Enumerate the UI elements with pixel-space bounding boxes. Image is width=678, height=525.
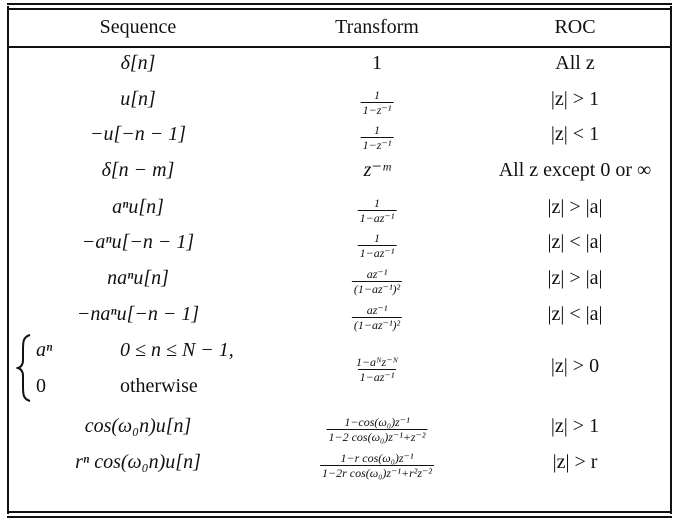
fraction: 1−cos(ω₀)z⁻¹ 1−2 cos(ω₀)z⁻¹+z⁻²: [326, 415, 428, 444]
denominator: 1−az⁻¹: [357, 369, 397, 384]
header-transform: Transform: [335, 16, 419, 38]
transform-cell: 1 1−az⁻¹: [357, 190, 397, 225]
sequence-cell: rⁿ cos(ω₀n)u[n]: [75, 451, 201, 473]
numerator: 1: [373, 196, 380, 210]
roc-cell: |z| > 0: [550, 355, 600, 377]
numerator: 1−aᴺz⁻ᴺ: [355, 355, 399, 369]
bottom-rule: [7, 516, 672, 518]
roc-cell: |z| > |a|: [547, 267, 603, 289]
transform-cell: 1−cos(ω₀)z⁻¹ 1−2 cos(ω₀)z⁻¹+z⁻²: [326, 409, 428, 444]
numerator: 1: [373, 231, 380, 245]
denominator: 1−az⁻¹: [357, 245, 397, 260]
roc-cell: |z| > r: [552, 451, 598, 473]
numerator: 1: [373, 88, 380, 102]
fraction: 1 1−z⁻¹: [360, 88, 394, 117]
denominator: 1−z⁻¹: [360, 137, 394, 152]
numerator: 1: [373, 123, 380, 137]
fraction: 1 1−az⁻¹: [357, 231, 397, 260]
table-frame: [7, 6, 672, 514]
transform-cell: az⁻¹ (1−az⁻¹)²: [351, 297, 403, 332]
transform-cell: 1 1−z⁻¹: [360, 82, 394, 117]
denominator: 1−2r cos(ω₀)z⁻¹+r²z⁻²: [320, 465, 434, 480]
header-roc: ROC: [554, 16, 596, 38]
numerator: 1−cos(ω₀)z⁻¹: [344, 415, 410, 429]
sequence-cell: δ[n − m]: [101, 159, 175, 181]
numerator: 1−r cos(ω₀)z⁻¹: [340, 451, 414, 465]
header-sequence: Sequence: [99, 16, 177, 38]
top-rule: [7, 3, 672, 5]
transform-cell: az⁻¹ (1−az⁻¹)²: [351, 261, 403, 296]
denominator: (1−az⁻¹)²: [351, 317, 403, 332]
roc-cell: All z except 0 or ∞: [498, 159, 652, 181]
roc-cell: |z| < |a|: [547, 231, 603, 253]
transform-cell: z⁻ᵐ: [363, 159, 391, 181]
denominator: 1−2 cos(ω₀)z⁻¹+z⁻²: [326, 429, 428, 444]
sequence-cell: u[n]: [120, 88, 156, 110]
denominator: 1−az⁻¹: [357, 210, 397, 225]
roc-cell: |z| < 1: [550, 123, 600, 145]
fraction: 1 1−az⁻¹: [357, 196, 397, 225]
transform-cell: 1 1−az⁻¹: [357, 225, 397, 260]
sequence-cell: −u[−n − 1]: [89, 123, 187, 145]
sequence-cell: −naⁿu[−n − 1]: [76, 303, 200, 325]
piecewise-brace: [16, 334, 31, 402]
transform-cell: 1: [372, 52, 382, 74]
piecewise-case1-value: aⁿ: [36, 339, 53, 361]
fraction: 1 1−z⁻¹: [360, 123, 394, 152]
sequence-cell: aⁿu[n]: [112, 196, 164, 218]
transform-cell: 1−r cos(ω₀)z⁻¹ 1−2r cos(ω₀)z⁻¹+r²z⁻²: [320, 445, 434, 479]
piecewise-case1-condition: 0 ≤ n ≤ N − 1,: [120, 339, 234, 361]
sequence-cell: cos(ω₀n)u[n]: [84, 415, 192, 437]
roc-cell: All z: [555, 52, 595, 74]
transform-cell: 1 1−z⁻¹: [360, 117, 394, 152]
bottom-rule-inner: [7, 511, 672, 513]
fraction: az⁻¹ (1−az⁻¹)²: [351, 303, 403, 332]
sequence-cell: δ[n]: [120, 52, 156, 74]
header-rule: [7, 46, 672, 48]
sequence-cell: naⁿu[n]: [107, 267, 169, 289]
fraction: az⁻¹ (1−az⁻¹)²: [351, 267, 403, 296]
sequence-cell: −aⁿu[−n − 1]: [81, 231, 195, 253]
roc-cell: |z| > |a|: [547, 196, 603, 218]
piecewise-case2-condition: otherwise: [120, 375, 198, 397]
roc-cell: |z| > 1: [550, 88, 600, 110]
transform-cell: 1−aᴺz⁻ᴺ 1−az⁻¹: [354, 349, 400, 383]
denominator: (1−az⁻¹)²: [351, 281, 403, 296]
roc-cell: |z| < |a|: [547, 303, 603, 325]
fraction: 1−r cos(ω₀)z⁻¹ 1−2r cos(ω₀)z⁻¹+r²z⁻²: [320, 452, 434, 479]
roc-cell: |z| > 1: [550, 415, 600, 437]
numerator: az⁻¹: [366, 267, 388, 281]
piecewise-case2-value: 0: [36, 375, 46, 397]
numerator: az⁻¹: [366, 303, 388, 317]
denominator: 1−z⁻¹: [360, 102, 394, 117]
fraction: 1−aᴺz⁻ᴺ 1−az⁻¹: [354, 356, 400, 383]
top-rule-inner: [7, 8, 672, 10]
